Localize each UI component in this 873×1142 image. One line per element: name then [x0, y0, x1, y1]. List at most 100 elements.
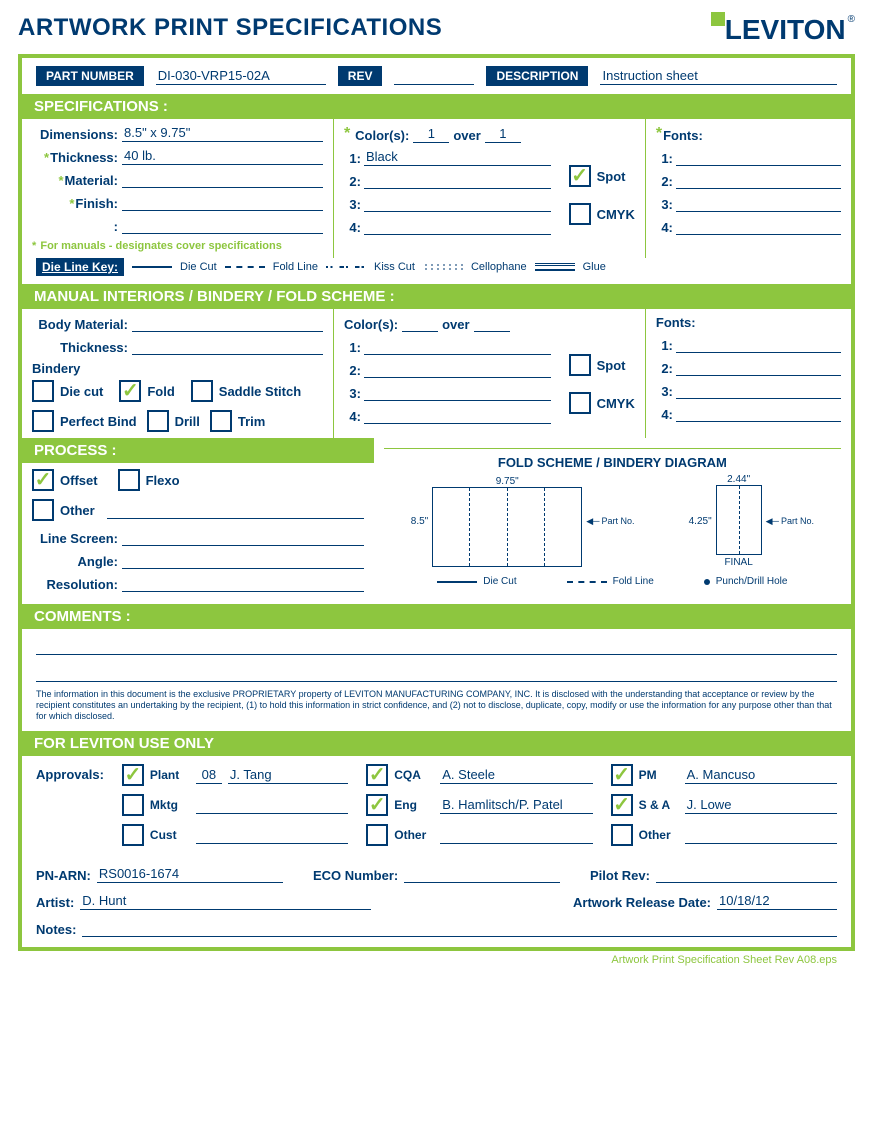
font-4[interactable]: [676, 218, 841, 235]
font-1[interactable]: [676, 149, 841, 166]
resolution-field[interactable]: [122, 575, 364, 592]
color-4[interactable]: [364, 218, 551, 235]
font2-1[interactable]: [676, 336, 841, 353]
diecut-checkbox[interactable]: [32, 380, 54, 402]
angle-field[interactable]: [122, 552, 364, 569]
blank-label: :: [32, 219, 122, 234]
artist-field[interactable]: D. Hunt: [80, 893, 371, 910]
leviton-use-heading: FOR LEVITON USE ONLY: [22, 731, 851, 756]
font2-3[interactable]: [676, 382, 841, 399]
eng-name[interactable]: B. Hamlitsch/P. Patel: [440, 797, 592, 814]
saddle-checkbox[interactable]: [191, 380, 213, 402]
colors-label: Color(s):: [355, 128, 409, 143]
drill-checkbox[interactable]: [147, 410, 169, 432]
proprietary-text: The information in this document is the …: [36, 687, 837, 723]
comments-heading: COMMENTS :: [22, 604, 851, 629]
font2-2[interactable]: [676, 359, 841, 376]
page-title: ARTWORK PRINT SPECIFICATIONS: [18, 14, 442, 42]
material-field[interactable]: [122, 171, 323, 188]
process-heading: PROCESS :: [22, 438, 374, 463]
cust-checkbox[interactable]: [122, 824, 144, 846]
eco-field[interactable]: [404, 866, 560, 883]
fold-diagram: 8.5" 9.75" ◀─ Part No. 4.25" 2.44" FINAL: [384, 474, 841, 568]
fold-scheme-title: FOLD SCHEME / BINDERY DIAGRAM: [384, 455, 841, 470]
pm-checkbox[interactable]: ✓: [611, 764, 633, 786]
cqa-checkbox[interactable]: ✓: [366, 764, 388, 786]
finish-label: *Finish:: [32, 196, 122, 211]
pm-name[interactable]: A. Mancuso: [685, 767, 837, 784]
color-2[interactable]: [364, 172, 551, 189]
fonts-label: Fonts:: [663, 128, 703, 143]
description-label: DESCRIPTION: [486, 66, 588, 86]
part-number-field[interactable]: DI-030-VRP15-02A: [156, 68, 326, 85]
manuals-note: * For manuals - designates cover specifi…: [32, 240, 323, 252]
body-material-label: Body Material:: [32, 317, 132, 332]
spot-checkbox[interactable]: ✓: [569, 165, 591, 187]
mktg-name[interactable]: [196, 797, 348, 814]
release-date-field[interactable]: 10/18/12: [717, 893, 837, 910]
color2-3[interactable]: [364, 384, 551, 401]
rev-label: REV: [338, 66, 383, 86]
rev-field[interactable]: [394, 68, 474, 85]
colors-over[interactable]: 1: [485, 126, 521, 143]
other-checkbox[interactable]: [32, 499, 54, 521]
pnarn-field[interactable]: RS0016-1674: [97, 866, 283, 883]
approvals-label: Approvals:: [36, 764, 104, 854]
bindery-label: Bindery: [32, 361, 323, 376]
cqa-name[interactable]: A. Steele: [440, 767, 592, 784]
dimensions-field[interactable]: 8.5" x 9.75": [122, 125, 323, 142]
die-line-key: Die Line Key:: [36, 258, 124, 276]
comments-line-1[interactable]: [36, 637, 837, 655]
dimensions-label: Dimensions:: [32, 127, 122, 142]
manual-heading: MANUAL INTERIORS / BINDERY / FOLD SCHEME…: [22, 284, 851, 309]
cmyk2-checkbox[interactable]: [569, 392, 591, 414]
thickness2-field[interactable]: [132, 338, 323, 355]
part-number-label: PART NUMBER: [36, 66, 144, 86]
other-field[interactable]: [107, 502, 364, 519]
offset-checkbox[interactable]: ✓: [32, 469, 54, 491]
mktg-checkbox[interactable]: [122, 794, 144, 816]
sa-checkbox[interactable]: ✓: [611, 794, 633, 816]
color2-2[interactable]: [364, 361, 551, 378]
thickness-label: *Thickness:: [32, 150, 122, 165]
notes-field[interactable]: [82, 920, 837, 937]
other2-checkbox[interactable]: [611, 824, 633, 846]
font-2[interactable]: [676, 172, 841, 189]
plant-name[interactable]: J. Tang: [228, 767, 348, 784]
eng-checkbox[interactable]: ✓: [366, 794, 388, 816]
finish-field[interactable]: [122, 194, 323, 211]
pilot-field[interactable]: [656, 866, 837, 883]
linescreen-field[interactable]: [122, 529, 364, 546]
other1-name[interactable]: [440, 827, 592, 844]
color2-1[interactable]: [364, 338, 551, 355]
comments-line-2[interactable]: [36, 664, 837, 682]
colors2-count[interactable]: [402, 315, 438, 332]
trim-checkbox[interactable]: [210, 410, 232, 432]
font-3[interactable]: [676, 195, 841, 212]
font2-4[interactable]: [676, 405, 841, 422]
color-1[interactable]: Black: [364, 149, 551, 166]
blank-field[interactable]: [122, 217, 323, 234]
thickness2-label: Thickness:: [32, 340, 132, 355]
color2-4[interactable]: [364, 407, 551, 424]
flexo-checkbox[interactable]: [118, 469, 140, 491]
spot2-checkbox[interactable]: [569, 354, 591, 376]
footer-text: Artwork Print Specification Sheet Rev A0…: [18, 954, 855, 966]
cmyk-checkbox[interactable]: [569, 203, 591, 225]
thickness-field[interactable]: 40 lb.: [122, 148, 323, 165]
fold-checkbox[interactable]: ✓: [119, 380, 141, 402]
other1-checkbox[interactable]: [366, 824, 388, 846]
color-3[interactable]: [364, 195, 551, 212]
sa-name[interactable]: J. Lowe: [685, 797, 837, 814]
other2-name[interactable]: [685, 827, 837, 844]
plant-num[interactable]: 08: [196, 767, 222, 784]
cust-name[interactable]: [196, 827, 348, 844]
body-material-field[interactable]: [132, 315, 323, 332]
material-label: *Material:: [32, 173, 122, 188]
perfect-checkbox[interactable]: [32, 410, 54, 432]
plant-checkbox[interactable]: ✓: [122, 764, 144, 786]
specifications-heading: SPECIFICATIONS :: [22, 94, 851, 119]
colors-count[interactable]: 1: [413, 126, 449, 143]
colors2-over[interactable]: [474, 315, 510, 332]
description-field[interactable]: Instruction sheet: [600, 68, 837, 85]
